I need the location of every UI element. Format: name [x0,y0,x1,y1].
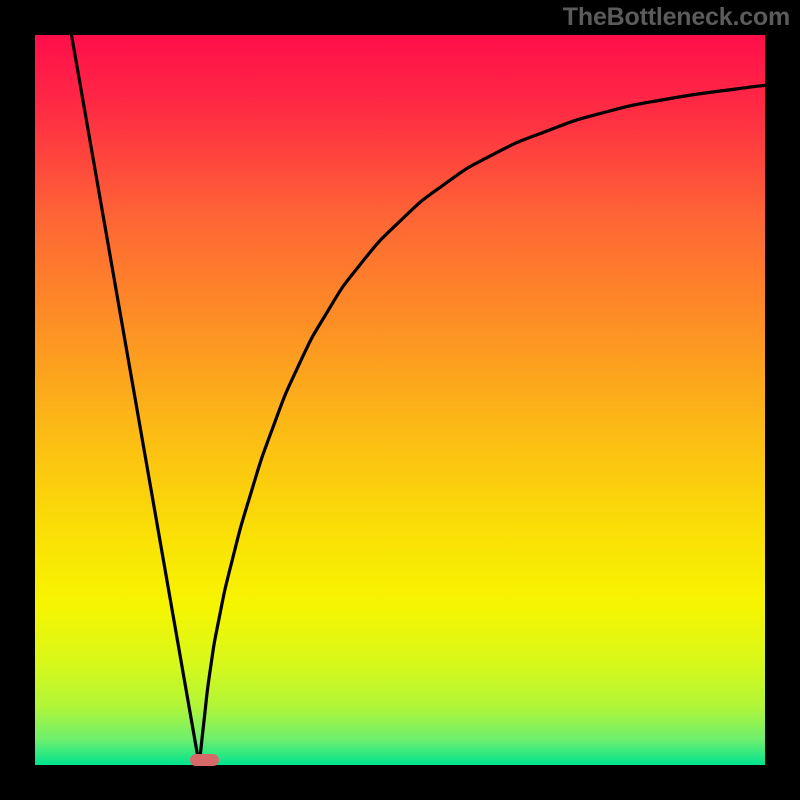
curve-layer [35,35,765,765]
chart-canvas: TheBottleneck.com [0,0,800,800]
curve-left-branch [72,35,200,765]
plot-area [35,35,765,765]
minimum-marker [190,754,219,766]
curve-right-branch [199,85,765,765]
watermark-text: TheBottleneck.com [563,3,790,32]
